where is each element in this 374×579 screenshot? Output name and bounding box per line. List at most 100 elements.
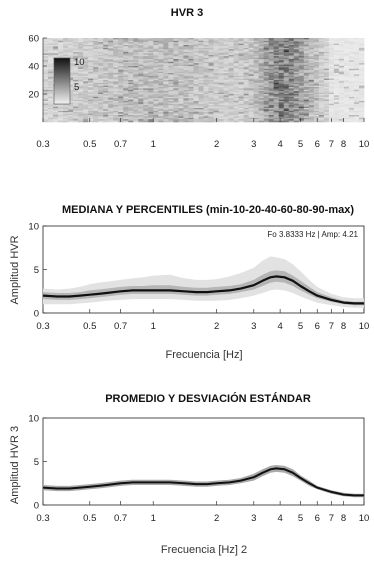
heatmap-cell — [118, 108, 124, 110]
heatmap-cell — [128, 54, 134, 57]
heatmap-cell — [208, 67, 214, 70]
heatmap-cell — [333, 115, 340, 117]
heatmap-cell — [288, 81, 295, 84]
heatmap-cell — [68, 92, 74, 95]
heatmap-cell — [48, 66, 54, 68]
heatmap-cell — [293, 113, 300, 116]
heatmap-cell — [83, 85, 89, 88]
heatmap-cell — [108, 75, 114, 78]
heatmap-cell — [278, 106, 285, 109]
heatmap-cell — [253, 67, 260, 70]
heatmap-cell — [173, 80, 179, 82]
heatmap-cell — [78, 77, 84, 79]
heatmap-cell — [298, 42, 305, 44]
heatmap-cell — [228, 103, 234, 106]
heatmap-cell — [188, 43, 194, 46]
heatmap-cell — [193, 66, 199, 68]
heatmap-cell — [118, 71, 124, 74]
heatmap-cell — [123, 98, 129, 100]
heatmap-cell — [228, 46, 234, 49]
heatmap-cell — [238, 60, 245, 63]
heatmap-cell — [158, 103, 164, 106]
heatmap-cell — [223, 85, 229, 88]
heatmap-cell — [293, 98, 300, 100]
heatmap-cell — [103, 59, 109, 61]
heatmap-cell — [213, 74, 219, 77]
heatmap-cell — [138, 106, 144, 109]
heatmap-cell — [103, 115, 109, 117]
heatmap-cell — [88, 115, 94, 117]
heatmap-cell — [143, 105, 149, 107]
heatmap-cell — [313, 63, 320, 65]
heatmap-cell — [158, 67, 164, 70]
heatmap-cell — [43, 115, 49, 117]
heatmap-cell — [283, 99, 290, 102]
heatmap-cell — [323, 43, 330, 46]
heatmap-cell — [288, 49, 295, 51]
heatmap-cell — [293, 52, 300, 54]
heatmap-cell — [103, 38, 109, 40]
heatmap-cell — [118, 106, 124, 109]
heatmap-cell — [298, 54, 305, 57]
heatmap-cell — [273, 57, 280, 60]
heatmap-cell — [278, 113, 285, 116]
heatmap-cell — [213, 46, 219, 49]
heatmap-cell — [223, 46, 229, 49]
heatmap-cell — [163, 63, 169, 65]
heatmap-cell — [133, 66, 139, 68]
heatmap-cell — [213, 61, 219, 64]
heatmap-cell — [293, 88, 300, 91]
heatmap-cell — [293, 119, 300, 121]
heatmap-cell — [358, 60, 365, 63]
heatmap-cell — [273, 77, 280, 79]
median-x-ticks: 0.3 0.5 0.7 1 2 3 4 5 6 7 8 10 — [36, 309, 369, 332]
heatmap-cell — [313, 66, 320, 68]
heatmap-cell — [318, 56, 325, 58]
heatmap-cell — [78, 109, 84, 112]
heatmap-cell — [253, 82, 260, 85]
heatmap-cell — [358, 110, 365, 113]
heatmap-cell — [343, 85, 350, 88]
heatmap-cell — [258, 106, 265, 109]
heatmap-cell — [93, 85, 99, 88]
heatmap-cell — [233, 89, 240, 92]
heatmap-cell — [283, 92, 290, 95]
heatmap-cell — [218, 80, 224, 82]
heatmap-cell — [158, 119, 164, 121]
heatmap-cell — [73, 98, 79, 100]
heatmap-cell — [333, 63, 340, 65]
heatmap-cell — [163, 88, 169, 91]
heatmap-cell — [268, 96, 275, 99]
heatmap-cell — [163, 54, 169, 57]
heatmap-cell — [163, 80, 169, 82]
heatmap-cell — [348, 81, 355, 84]
heatmap-cell — [48, 53, 54, 56]
heatmap-cell — [73, 89, 79, 92]
heatmap-cell — [198, 42, 204, 44]
heatmap-cell — [328, 113, 335, 116]
heatmap-cell — [158, 74, 164, 77]
heatmap-cell — [133, 89, 139, 92]
heatmap-cell — [358, 85, 365, 88]
heatmap-cell — [353, 64, 360, 67]
heatmap-cell — [43, 85, 49, 88]
heatmap-cell — [48, 52, 54, 54]
heatmap-cell — [288, 99, 295, 102]
heatmap-cell — [338, 96, 345, 99]
heatmap-cell — [328, 70, 335, 72]
heatmap-cell — [58, 46, 64, 49]
heatmap-cell — [358, 56, 365, 58]
heatmap-cell — [188, 46, 194, 49]
heatmap-cell — [253, 110, 260, 113]
heatmap-cell — [118, 54, 124, 57]
heatmap-cell — [228, 80, 234, 82]
x-tick-label: 0.7 — [114, 513, 127, 524]
heatmap-cell — [223, 120, 229, 123]
heatmap-cell — [208, 71, 214, 74]
heatmap-cell — [73, 120, 79, 123]
heatmap-cell — [358, 91, 365, 93]
heatmap-cell — [73, 54, 79, 57]
heatmap-cell — [313, 49, 320, 51]
heatmap-cell — [348, 63, 355, 65]
heatmap-cell — [153, 98, 159, 100]
